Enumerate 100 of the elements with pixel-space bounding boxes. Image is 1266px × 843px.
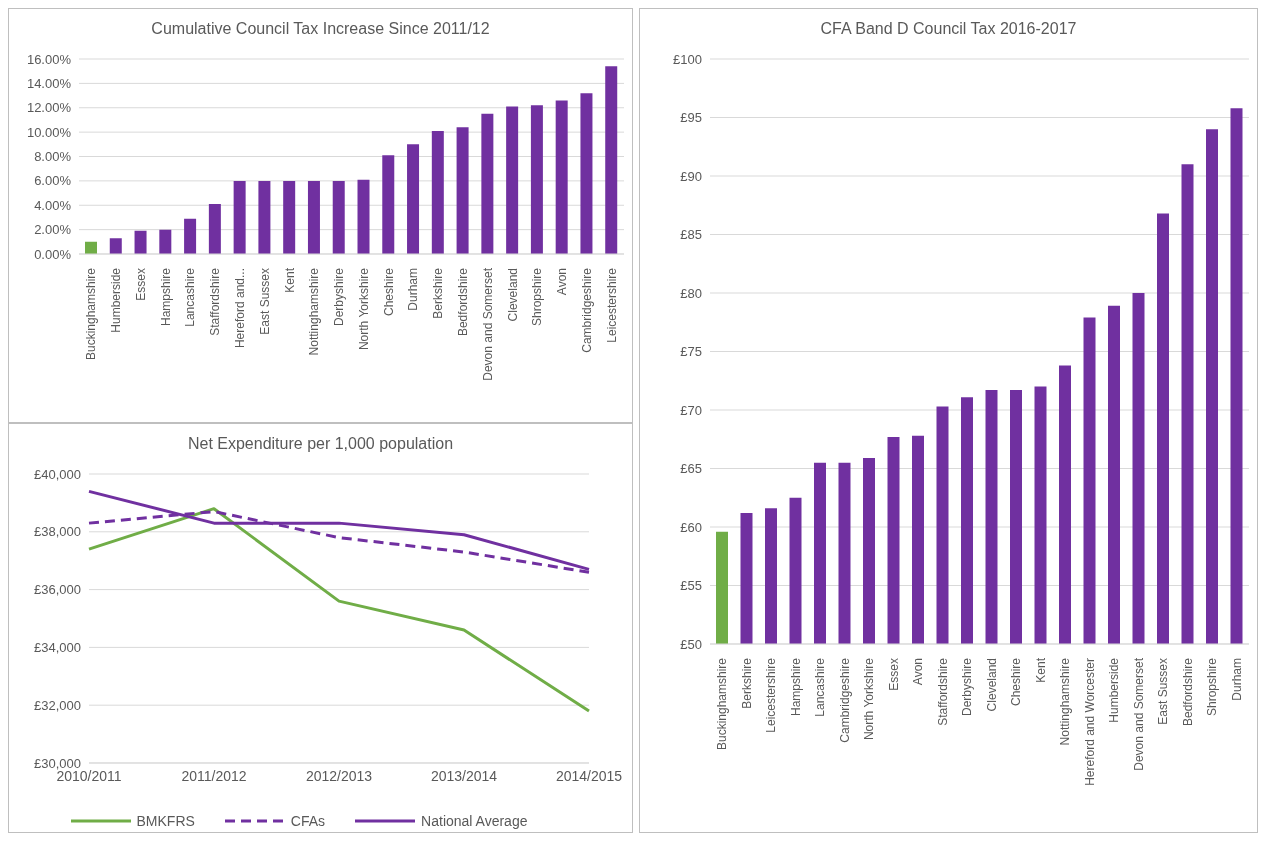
bar	[184, 218, 197, 254]
x-tick-label: Avon	[911, 658, 926, 686]
bar	[605, 66, 618, 254]
x-tick-label: Hampshire	[788, 657, 803, 717]
x-tick-label: Hereford and...	[233, 268, 248, 349]
y-tick-label: £40,000	[34, 466, 81, 482]
y-tick-label: 8.00%	[34, 149, 72, 165]
x-tick-label: Cambridgeshire	[579, 267, 594, 353]
bar	[159, 229, 172, 254]
x-tick-label: 2014/2015	[555, 767, 623, 784]
y-tick-label: £38,000	[34, 524, 81, 540]
y-tick-label: 4.00%	[34, 197, 72, 213]
y-tick-label: 16.00%	[26, 51, 72, 67]
y-tick-label: £75	[680, 344, 702, 360]
bar	[134, 230, 147, 254]
y-tick-label: £50	[680, 636, 702, 652]
bar	[332, 180, 345, 254]
x-tick-label: 2013/2014	[430, 767, 498, 784]
bar	[283, 180, 296, 254]
y-tick-label: £65	[680, 461, 702, 477]
x-tick-label: Durham	[406, 268, 421, 311]
x-tick-label: Staffordshire	[935, 657, 950, 726]
x-tick-label: East Sussex	[1156, 658, 1171, 725]
bar	[407, 144, 420, 254]
x-tick-label: 2012/2013	[305, 767, 373, 784]
y-tick-label: £100	[673, 51, 702, 67]
x-tick-label: Essex	[133, 268, 148, 301]
x-tick-label: Bedfordshire	[1180, 657, 1195, 727]
x-tick-label: Durham	[1229, 658, 1244, 701]
x-tick-label: North Yorkshire	[862, 657, 877, 741]
x-tick-label: Shropshire	[530, 267, 545, 327]
x-tick-label: Buckinghamshire	[715, 657, 730, 751]
x-tick-label: Berkshire	[739, 657, 754, 709]
bar	[208, 204, 221, 254]
bar	[456, 127, 469, 254]
y-tick-label: 12.00%	[26, 100, 72, 116]
x-tick-label: Avon	[555, 268, 570, 296]
x-tick-label: Devon and Somerset	[480, 267, 495, 381]
legend-label: BMKFRS	[135, 813, 195, 829]
bar	[382, 155, 395, 254]
x-tick-label: Cheshire	[1009, 657, 1024, 707]
y-tick-label: £32,000	[34, 697, 81, 713]
chart-title: CFA Band D Council Tax 2016-2017	[819, 19, 1078, 39]
y-tick-label: £30,000	[34, 755, 81, 771]
x-tick-label: Buckinghamshire	[84, 267, 99, 361]
x-tick-label: Cambridgeshire	[837, 657, 852, 743]
line-series	[87, 507, 591, 713]
y-tick-label: £60	[680, 519, 702, 535]
x-tick-label: Bedfordshire	[455, 267, 470, 337]
legend-label: CFAs	[289, 813, 326, 829]
y-tick-label: £85	[680, 227, 702, 243]
x-tick-label: Hampshire	[158, 267, 173, 327]
bar	[530, 105, 543, 254]
bar	[481, 113, 494, 254]
y-tick-label: £34,000	[34, 640, 81, 656]
bar	[85, 241, 97, 254]
x-tick-label: Nottinghamshire	[1058, 657, 1073, 746]
x-tick-label: 2011/2012	[181, 767, 247, 784]
legend-label: National Average	[420, 813, 528, 829]
x-tick-label: Cleveland	[984, 658, 999, 712]
x-tick-label: Lancashire	[183, 267, 198, 327]
x-tick-label: Staffordshire	[208, 267, 223, 336]
y-tick-label: 10.00%	[26, 124, 72, 140]
x-tick-label: Kent	[1033, 657, 1048, 683]
bar	[233, 180, 246, 254]
bar	[307, 180, 320, 254]
y-tick-label: £70	[680, 402, 702, 418]
bar	[258, 180, 271, 254]
x-tick-label: Derbyshire	[332, 267, 347, 327]
y-tick-label: 2.00%	[34, 222, 72, 238]
y-tick-label: £80	[680, 285, 702, 301]
x-tick-label: Derbyshire	[960, 657, 975, 717]
x-tick-label: Cleveland	[505, 268, 520, 322]
bar	[555, 100, 568, 254]
y-tick-label: £55	[680, 578, 702, 594]
y-tick-label: 14.00%	[26, 75, 72, 91]
x-tick-label: Humberside	[1107, 657, 1122, 723]
x-tick-label: Hereford and Worcester	[1082, 658, 1097, 786]
x-tick-label: North Yorkshire	[356, 267, 371, 351]
bar	[580, 93, 593, 254]
bar	[506, 106, 519, 254]
chart-title: Net Expenditure per 1,000 population	[186, 434, 455, 454]
y-tick-label: 6.00%	[34, 173, 72, 189]
x-tick-label: Lancashire	[813, 657, 828, 717]
y-tick-label: 0.00%	[34, 246, 72, 262]
x-tick-label: Leicestershire	[764, 657, 779, 733]
chart-title: Cumulative Council Tax Increase Since 2011/12	[150, 19, 491, 39]
y-tick-label: £95	[680, 110, 702, 126]
x-tick-label: Leicestershire	[604, 267, 619, 343]
y-tick-label: £90	[680, 168, 702, 184]
x-tick-label: Shropshire	[1205, 657, 1220, 717]
bar	[357, 179, 370, 254]
x-tick-label: Kent	[282, 267, 297, 293]
x-tick-label: Devon and Somerset	[1131, 657, 1146, 771]
x-tick-label: Nottinghamshire	[307, 267, 322, 356]
x-tick-label: East Sussex	[257, 268, 272, 335]
bar	[109, 238, 122, 254]
x-tick-label: Cheshire	[381, 267, 396, 317]
x-tick-label: Humberside	[109, 267, 124, 333]
y-tick-label: £36,000	[34, 582, 81, 598]
